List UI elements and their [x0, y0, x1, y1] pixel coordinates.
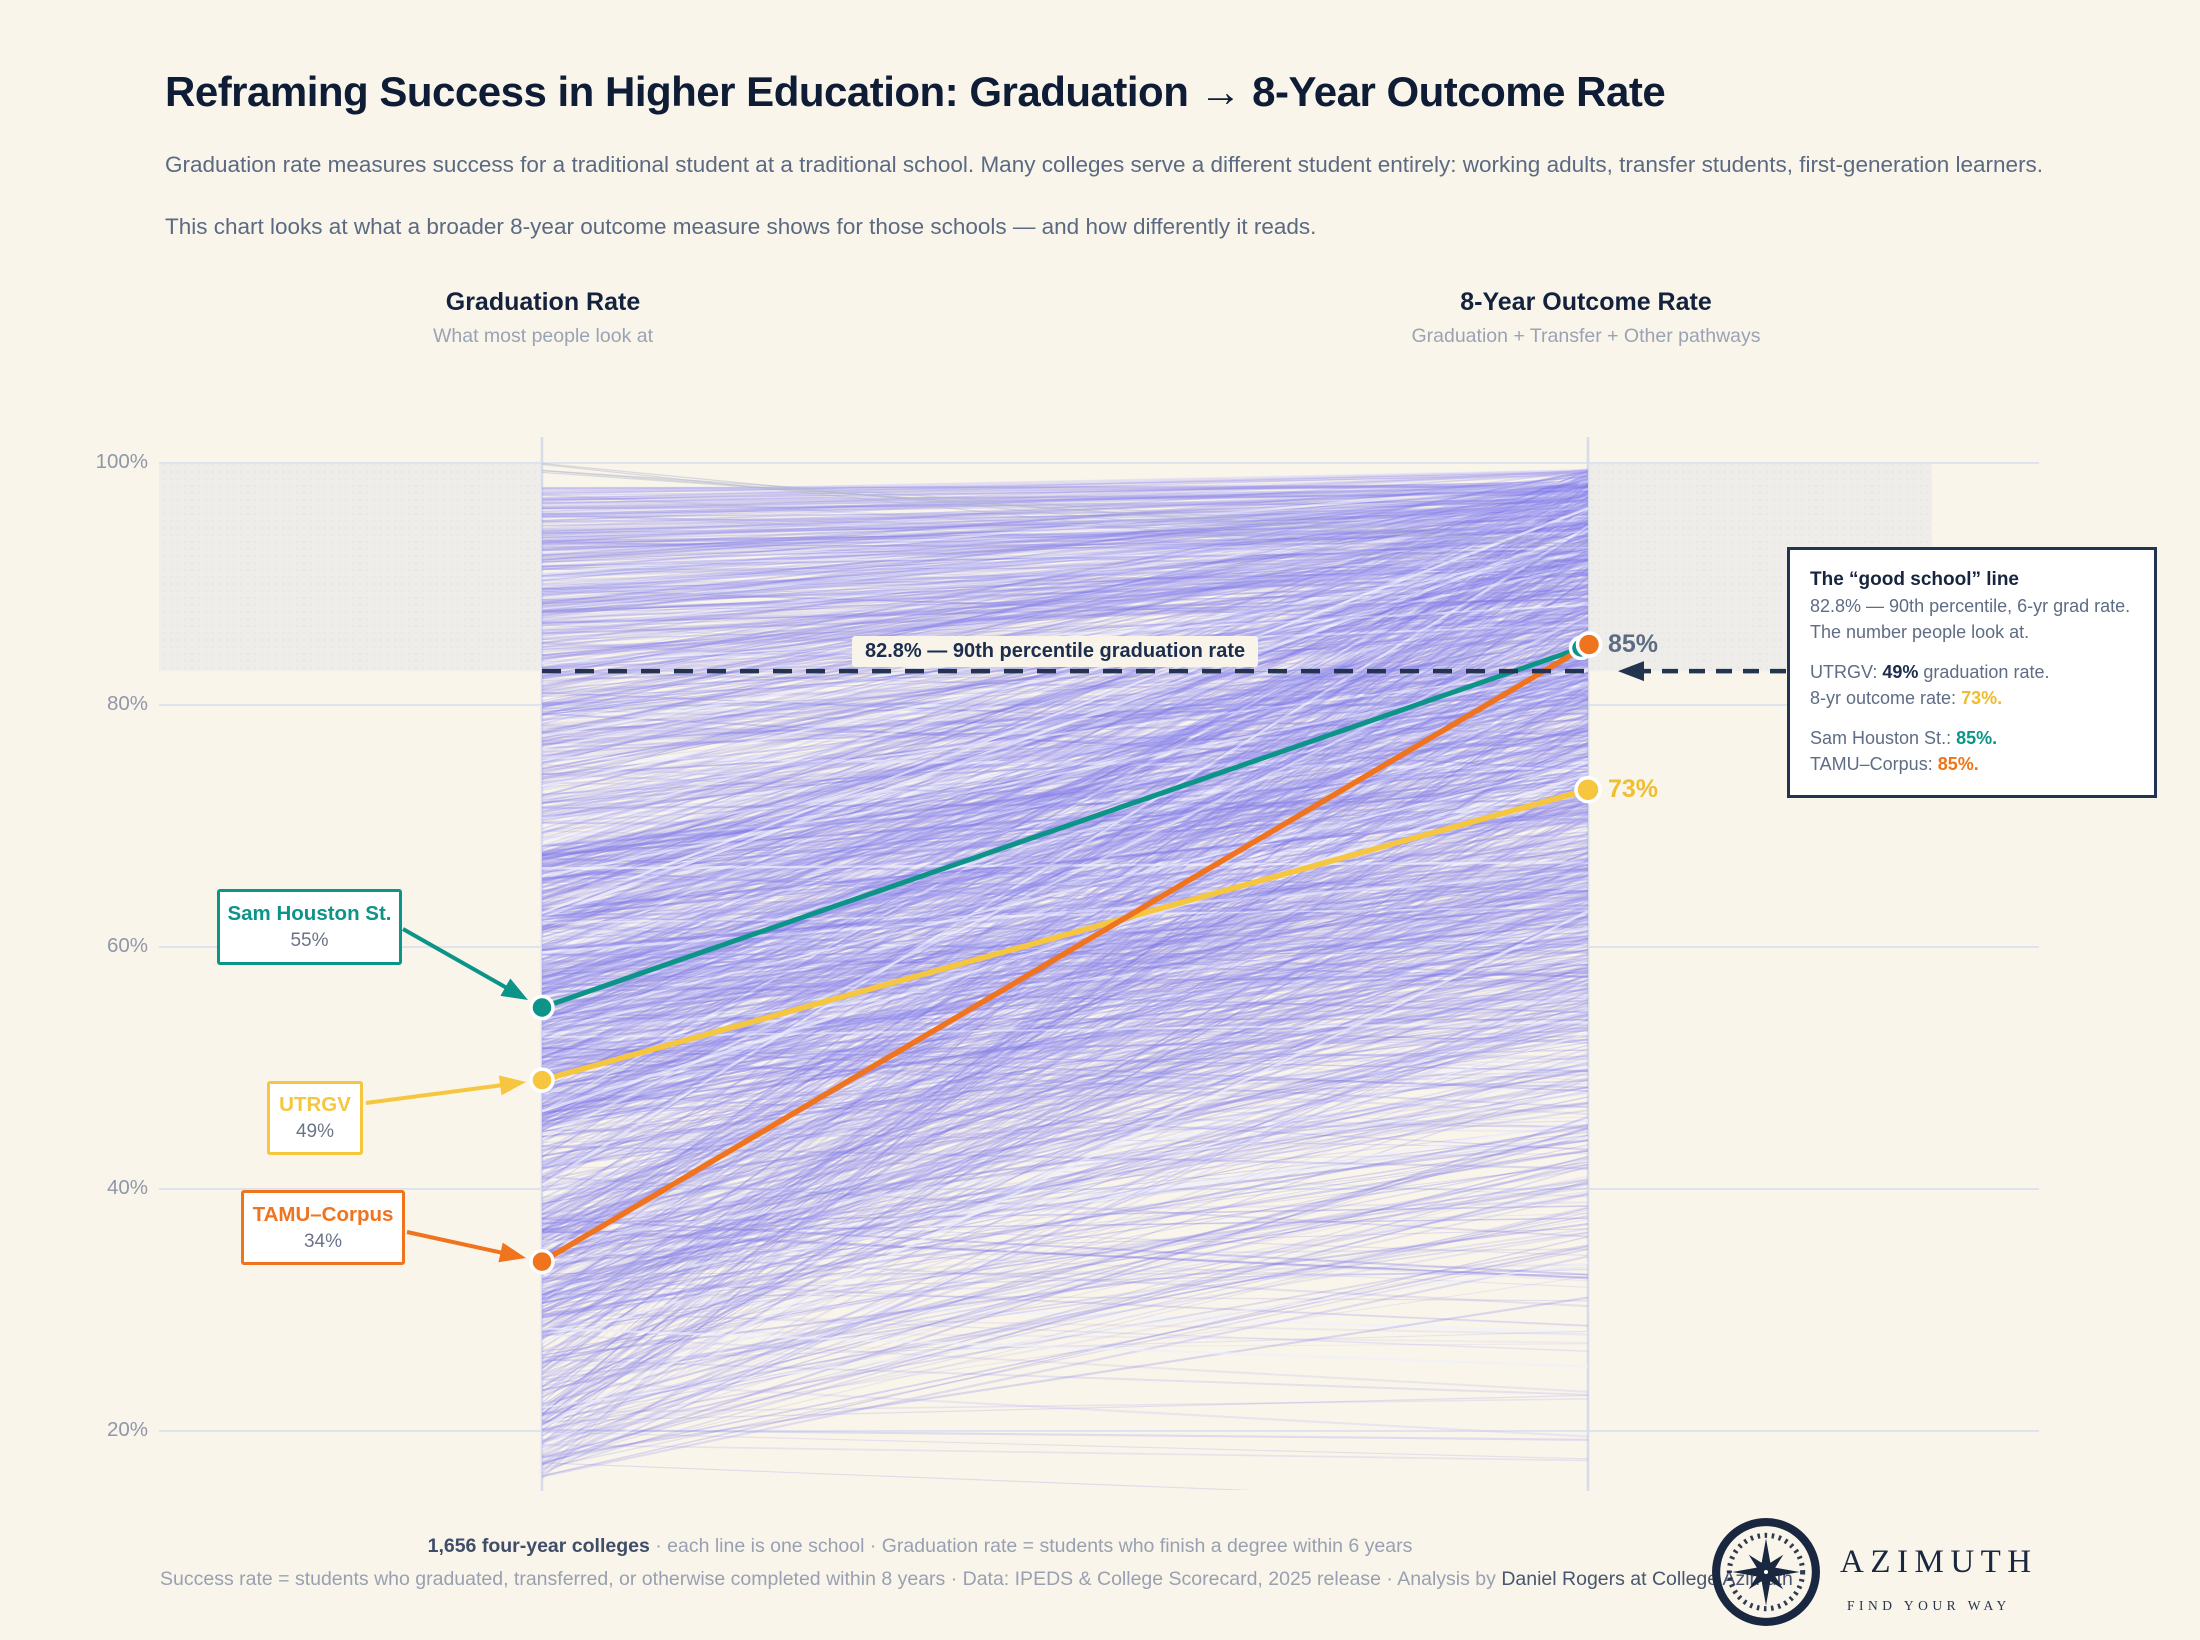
- school-name: UTRGV: [279, 1093, 351, 1116]
- column-subtitle: Graduation + Transfer + Other pathways: [1411, 325, 1761, 347]
- graduation-rate-value: 55%: [290, 930, 329, 951]
- column-title: 8-Year Outcome Rate: [1460, 288, 1712, 316]
- connector-arrows: [365, 661, 1786, 1263]
- logo-brand-name: AZIMUTH: [1840, 1544, 2038, 1580]
- footer-line-1: 1,656 four-year colleges · each line is …: [427, 1535, 1413, 1557]
- outcome-value-label: 85%: [1608, 629, 1659, 658]
- gridlines: [159, 462, 2039, 1432]
- annotation-line: 82.8% — 90th percentile, 6-yr grad rate.: [1810, 596, 2131, 616]
- callout-tamu-corpus: TAMU–Corpus 34%: [241, 1190, 405, 1265]
- data-point-dots: [529, 631, 1603, 1275]
- y-axis-tick-label: 100%: [95, 450, 148, 473]
- annotation-outcome-line: 8-yr outcome rate: 73%.: [1810, 688, 2003, 708]
- school-name: Sam Houston St.: [227, 902, 392, 925]
- annotation-line: The number people look at.: [1810, 622, 2030, 642]
- school-name: TAMU–Corpus: [252, 1202, 394, 1226]
- logo-tagline: FIND YOUR WAY: [1847, 1598, 2011, 1613]
- highlighted-school-lines: [540, 642, 1591, 1264]
- column-title: Graduation Rate: [445, 288, 641, 316]
- page-subtitle-line-2: This chart looks at what a broader 8-yea…: [165, 214, 1317, 239]
- column-header-outcome-rate: 8-Year Outcome Rate Graduation + Transfe…: [1411, 288, 1760, 348]
- annotation-title: The “good school” line: [1810, 569, 2019, 590]
- footer-line-2: Success rate = students who graduated, t…: [160, 1568, 1793, 1590]
- callout-utrgv: UTRGV 49%: [267, 1081, 363, 1155]
- annotation-utrgv-line: UTRGV: 49% graduation rate.: [1810, 662, 2050, 682]
- column-header-graduation-rate: Graduation Rate What most people look at: [433, 288, 653, 348]
- good-school-annotation-box: The “good school” line 82.8% — 90th perc…: [1787, 547, 2157, 798]
- outcome-value-label: 73%: [1608, 774, 1659, 803]
- background-school-lines: [542, 462, 1588, 1490]
- graduation-rate-value: 34%: [303, 1230, 343, 1252]
- y-axis-tick-label: 80%: [106, 692, 148, 715]
- percentile-reference-label: 82.8% — 90th percentile graduation rate: [852, 636, 1259, 667]
- column-subtitle: What most people look at: [432, 325, 654, 347]
- graduation-rate-value: 49%: [295, 1121, 335, 1142]
- y-axis-tick-label: 40%: [106, 1176, 148, 1199]
- footer-notes: 1,656 four-year colleges · each line is …: [160, 1535, 1793, 1591]
- axis-lines: [540, 437, 1590, 1491]
- annotation-sam-line: Sam Houston St.: 85%.: [1810, 728, 1998, 748]
- y-axis-tick-label: 20%: [106, 1418, 148, 1441]
- y-axis-tick-label: 60%: [106, 934, 148, 957]
- page-title: Reframing Success in Higher Education: G…: [165, 68, 1666, 115]
- page-subtitle-line-1: Graduation rate measures success for a t…: [165, 152, 2044, 177]
- annotation-tamu-line: TAMU–Corpus: 85%.: [1810, 754, 1979, 774]
- compass-logo-icon: [1712, 1518, 1820, 1626]
- callout-sam-houston: Sam Houston St. 55%: [217, 889, 402, 965]
